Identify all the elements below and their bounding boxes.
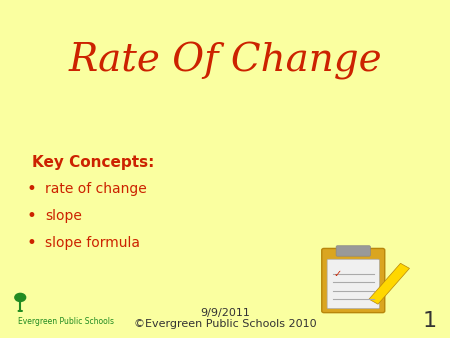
Text: Rate Of Change: Rate Of Change (68, 42, 382, 80)
Text: ©Evergreen Public Schools 2010: ©Evergreen Public Schools 2010 (134, 319, 316, 330)
Polygon shape (369, 263, 410, 304)
Text: •: • (27, 234, 36, 252)
Text: rate of change: rate of change (45, 182, 147, 196)
Text: ✓: ✓ (333, 269, 342, 279)
Circle shape (15, 293, 26, 301)
Text: Evergreen Public Schools: Evergreen Public Schools (18, 317, 114, 325)
Text: 9/9/2011: 9/9/2011 (200, 308, 250, 318)
Text: Key Concepts:: Key Concepts: (32, 155, 154, 170)
Text: 1: 1 (423, 311, 436, 331)
Text: slope: slope (45, 209, 82, 223)
Text: •: • (27, 180, 36, 198)
FancyBboxPatch shape (327, 259, 379, 309)
FancyBboxPatch shape (336, 246, 370, 256)
Text: slope formula: slope formula (45, 236, 140, 250)
Text: •: • (27, 207, 36, 225)
FancyBboxPatch shape (322, 248, 385, 313)
